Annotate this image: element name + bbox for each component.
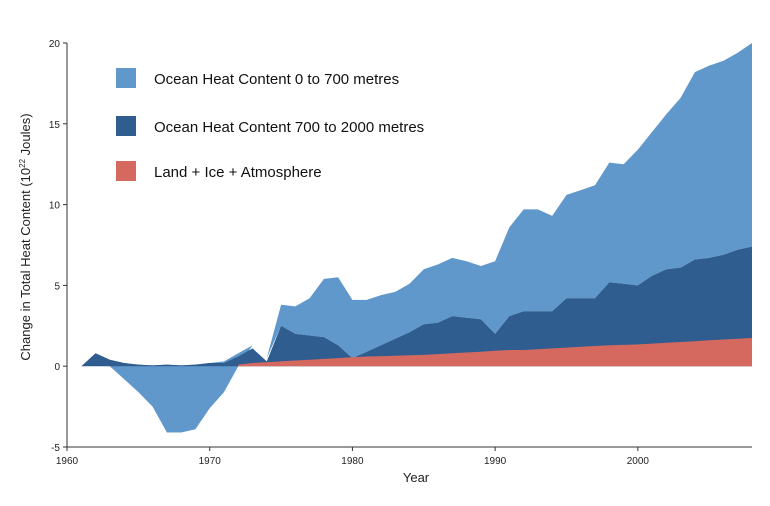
chart-legend: Ocean Heat Content 0 to 700 metres Ocean… [116,68,424,181]
y-axis-title-main: Change in Total Heat Content (10 [18,168,33,361]
x-tick-label: 1990 [484,456,507,467]
chart-areas [81,43,753,433]
chart-axes: 1960 1970 1980 1990 2000 -5 0 5 10 15 20 [49,39,752,467]
legend-swatch-land-ice-atmosphere [116,161,136,181]
x-axis-title: Year [403,470,430,485]
area-land-ice-atmosphere [238,337,753,367]
legend-swatch-ocean-700-2000 [116,116,136,136]
y-tick-label: 15 [49,120,61,131]
x-tick-label: 2000 [627,456,650,467]
area-ocean-0-700 [81,43,753,433]
x-tick-label: 1960 [56,456,79,467]
y-ticks: -5 0 5 10 15 20 [49,39,67,454]
legend-swatch-ocean-0-700 [116,68,136,88]
x-tick-label: 1980 [341,456,364,467]
y-axis-title: Change in Total Heat Content (1022 Joule… [18,113,33,360]
legend-label-land-ice-atmosphere: Land + Ice + Atmosphere [154,164,322,181]
y-tick-label: -5 [51,443,60,454]
x-tick-label: 1970 [199,456,222,467]
x-ticks: 1960 1970 1980 1990 2000 [56,447,650,467]
legend-label-ocean-700-2000: Ocean Heat Content 700 to 2000 metres [154,119,424,136]
y-axis-title-sup: 22 [18,158,27,167]
y-tick-label: 10 [49,201,61,212]
y-tick-label: 20 [49,39,61,50]
y-tick-label: 5 [54,281,60,292]
legend-label-ocean-0-700: Ocean Heat Content 0 to 700 metres [154,71,399,88]
y-axis-title-end: Joules) [18,113,33,159]
y-tick-label: 0 [54,362,60,373]
area-ocean-700-2000 [81,246,753,367]
